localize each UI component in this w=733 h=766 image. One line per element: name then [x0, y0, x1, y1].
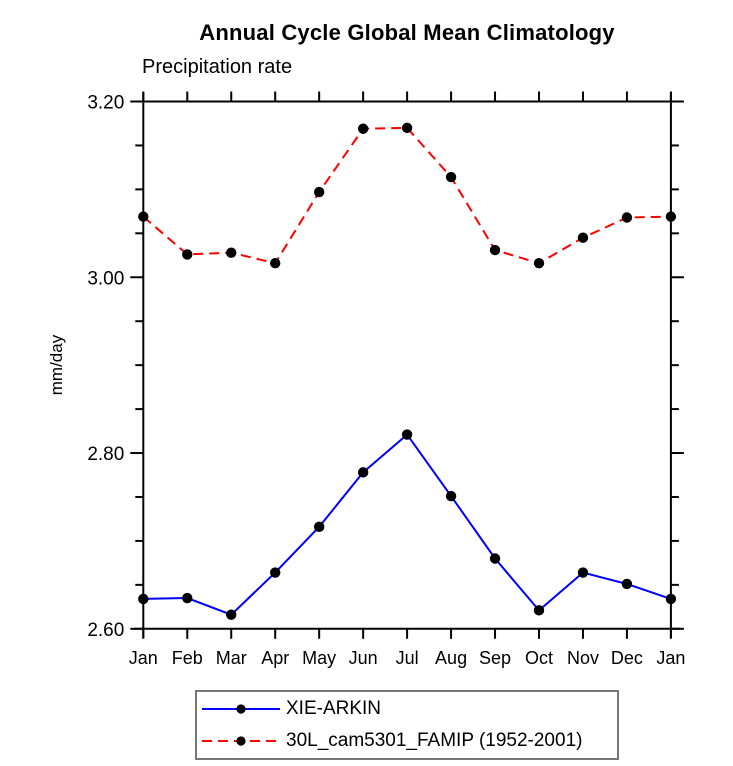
- data-point: [270, 567, 281, 578]
- data-point: [489, 244, 501, 256]
- data-point: [313, 521, 325, 533]
- x-tick-label: Jan: [129, 648, 158, 668]
- legend-label-xie-arkin: XIE-ARKIN: [286, 698, 382, 720]
- y-tick-label: 2.60: [87, 620, 124, 641]
- data-point: [489, 553, 501, 564]
- data-point: [270, 258, 281, 269]
- data-point: [138, 211, 149, 222]
- data-point: [533, 605, 545, 616]
- data-point: [401, 429, 413, 440]
- y-tick-label: 3.20: [87, 93, 124, 114]
- data-point: [226, 609, 237, 620]
- data-point: [621, 212, 633, 223]
- chart-subtitle: Precipitation rate: [142, 56, 293, 78]
- x-tick-label: Feb: [172, 648, 203, 668]
- x-tick-label: Oct: [525, 648, 553, 668]
- data-point: [577, 567, 589, 578]
- data-point: [665, 211, 677, 222]
- x-tick-label: Jun: [349, 648, 378, 668]
- series-line-30l-cam5301-famip-1952-2001-: [142, 126, 671, 265]
- data-point: [621, 578, 633, 590]
- x-tick-label: Aug: [435, 648, 467, 668]
- data-point: [445, 490, 457, 502]
- legend-item-xie-arkin: XIE-ARKIN: [197, 695, 617, 723]
- data-point: [357, 123, 369, 134]
- data-point: [445, 171, 457, 183]
- x-tick-label: Jan: [656, 648, 685, 668]
- data-point: [226, 247, 237, 258]
- data-point: [533, 258, 545, 269]
- y-tick-label: 3.00: [87, 268, 124, 289]
- legend-line-sample-xie-arkin: [202, 704, 280, 714]
- x-tick-label: Sep: [479, 648, 511, 668]
- data-point: [577, 232, 589, 243]
- data-point: [665, 593, 677, 605]
- x-tick-label: Dec: [611, 648, 643, 668]
- data-point: [182, 249, 193, 260]
- data-point: [138, 593, 149, 605]
- data-point: [401, 122, 413, 134]
- x-tick-label: May: [302, 648, 336, 668]
- x-tick-label: Apr: [261, 648, 289, 668]
- chart-title: Annual Cycle Global Mean Climatology: [199, 20, 615, 45]
- legend-label-30l-cam5301-famip-1952-2001-: 30L_cam5301_FAMIP (1952-2001): [286, 729, 583, 751]
- legend-line-sample-30l-cam5301-famip-1952-2001-: [202, 736, 280, 746]
- y-tick-label: 2.80: [87, 444, 124, 465]
- x-tick-label: Mar: [216, 648, 247, 668]
- legend-item-30l-cam5301-famip-1952-2001-: 30L_cam5301_FAMIP (1952-2001): [197, 727, 617, 755]
- x-tick-label: Nov: [567, 648, 599, 668]
- legend: XIE-ARKIN 30L_cam5301_FAMIP (1952-2001): [195, 690, 619, 760]
- data-point: [313, 186, 325, 198]
- data-point: [182, 592, 193, 604]
- series-line-xie-arkin: [143, 433, 672, 616]
- x-tick-label: Jul: [396, 648, 419, 668]
- data-point: [357, 467, 369, 478]
